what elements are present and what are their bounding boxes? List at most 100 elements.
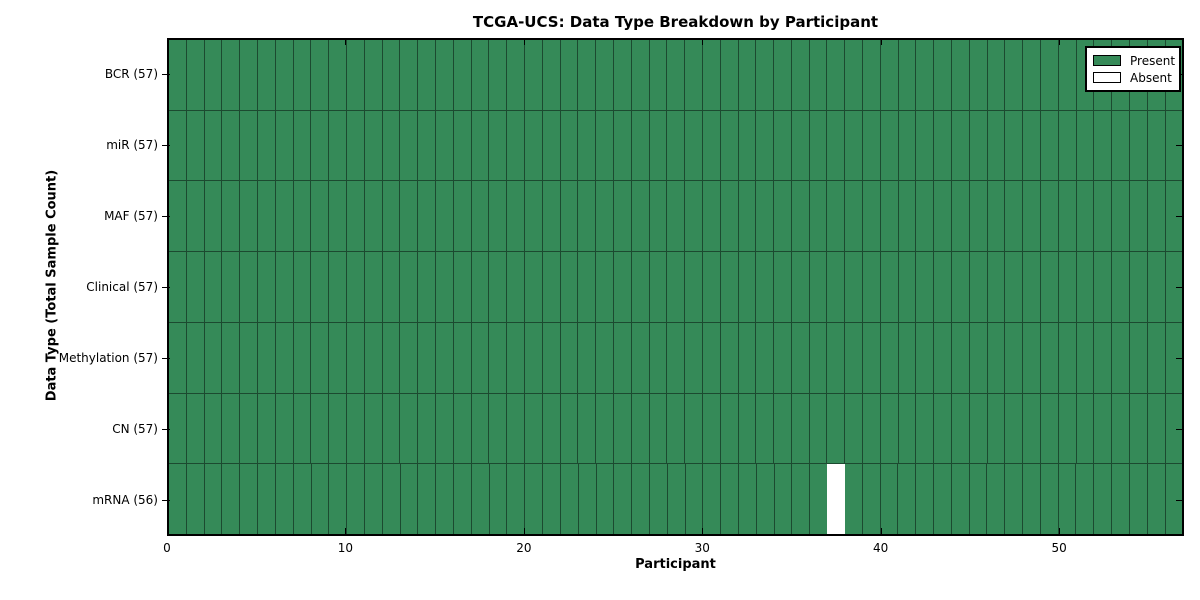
heatmap-cell: [471, 322, 490, 393]
heatmap-cell: [845, 393, 864, 464]
heatmap-cell: [863, 40, 881, 110]
heatmap-cell: [471, 252, 490, 322]
heatmap-cell: [257, 181, 276, 252]
y-tick-mark-right: [1176, 358, 1182, 359]
heatmap-cell: [1147, 252, 1166, 322]
heatmap-cell: [631, 40, 650, 110]
heatmap-cell: [756, 110, 775, 181]
heatmap-cell: [667, 322, 686, 393]
y-tick-mark-right: [1176, 145, 1182, 146]
heatmap-cell: [791, 110, 810, 181]
heatmap-cell: [240, 322, 258, 393]
heatmap-cell: [578, 322, 597, 393]
heatmap-cell: [880, 252, 899, 322]
heatmap-cell: [738, 181, 757, 252]
legend-label-absent: Absent: [1130, 70, 1172, 85]
heatmap-cell: [702, 181, 721, 252]
heatmap-cell: [827, 252, 846, 322]
heatmap-cell: [880, 322, 899, 393]
heatmap-cell: [1005, 181, 1024, 252]
heatmap-cell: [204, 464, 223, 535]
heatmap-cell: [685, 322, 703, 393]
heatmap-cell: [240, 464, 259, 535]
heatmap-cell: [987, 464, 1006, 535]
heatmap-row-MAF: [169, 181, 1183, 253]
heatmap-cell: [774, 110, 792, 181]
heatmap-cell: [916, 40, 935, 110]
heatmap-cell: [685, 464, 704, 535]
heatmap-cell: [667, 110, 686, 181]
heatmap-cell: [293, 464, 312, 535]
heatmap-cell: [240, 393, 258, 464]
heatmap-cell: [364, 110, 383, 181]
heatmap-cell: [631, 393, 650, 464]
heatmap-cell: [613, 393, 632, 464]
heatmap-cell: [275, 40, 294, 110]
heatmap-cell: [1165, 252, 1183, 322]
heatmap-cell: [952, 110, 970, 181]
heatmap-cell: [560, 322, 579, 393]
heatmap-cell: [257, 393, 276, 464]
heatmap-cell: [774, 322, 792, 393]
heatmap-cell: [632, 464, 650, 535]
y-tick-label-MAF: MAF (57): [104, 208, 158, 223]
heatmap-cell: [596, 110, 614, 181]
heatmap-cell: [293, 393, 312, 464]
heatmap-cell: [880, 110, 899, 181]
heatmap-cell: [792, 464, 811, 535]
heatmap-cell: [916, 110, 935, 181]
heatmap-cell: [275, 181, 294, 252]
heatmap-cell: [329, 464, 348, 535]
heatmap-cell: [827, 40, 846, 110]
x-tick-label-10: 10: [337, 541, 354, 555]
heatmap-cell: [827, 181, 846, 252]
heatmap-cell: [578, 110, 597, 181]
heatmap-cell: [809, 40, 828, 110]
heatmap-cell: [952, 181, 970, 252]
heatmap-cell: [685, 110, 703, 181]
heatmap-cell: [364, 181, 383, 252]
heatmap-cell: [1147, 464, 1166, 535]
heatmap-cell: [435, 181, 454, 252]
heatmap-cell: [240, 181, 258, 252]
heatmap-cell: [987, 322, 1006, 393]
heatmap-cell: [1094, 110, 1113, 181]
heatmap-cell: [649, 110, 668, 181]
heatmap-cell: [720, 393, 739, 464]
heatmap-cell: [916, 252, 935, 322]
heatmap-cell: [507, 40, 525, 110]
heatmap-cell: [169, 110, 187, 181]
heatmap-cell: [382, 322, 401, 393]
heatmap-cell: [382, 110, 401, 181]
heatmap-cell: [489, 40, 508, 110]
heatmap-cell: [346, 40, 365, 110]
heatmap-cell: [578, 464, 597, 535]
heatmap-cell: [1165, 181, 1183, 252]
heatmap-cell: [400, 40, 419, 110]
heatmap-cell: [631, 322, 650, 393]
heatmap-cell: [560, 181, 579, 252]
heatmap-cell: [1041, 40, 1059, 110]
heatmap-cell: [1023, 252, 1042, 322]
heatmap-cell: [1130, 252, 1148, 322]
heatmap-cell: [596, 181, 614, 252]
heatmap-cell: [774, 464, 793, 535]
heatmap-cell: [222, 181, 241, 252]
heatmap-cell: [293, 181, 312, 252]
heatmap-row-CN: [169, 393, 1183, 465]
heatmap-cell: [453, 393, 472, 464]
heatmap-cell: [1076, 110, 1095, 181]
y-tick-mark: [162, 287, 170, 288]
heatmap-cell: [756, 181, 775, 252]
heatmap-cell: [880, 464, 899, 535]
heatmap-cell: [969, 181, 988, 252]
heatmap-cell: [275, 322, 294, 393]
heatmap-cell: [489, 252, 508, 322]
heatmap-cell: [186, 322, 205, 393]
heatmap-cell: [524, 322, 543, 393]
heatmap-cell: [703, 464, 722, 535]
heatmap-cell: [934, 393, 953, 464]
heatmap-cell: [1094, 464, 1113, 535]
heatmap-cell: [329, 393, 347, 464]
heatmap-cell: [1165, 110, 1183, 181]
